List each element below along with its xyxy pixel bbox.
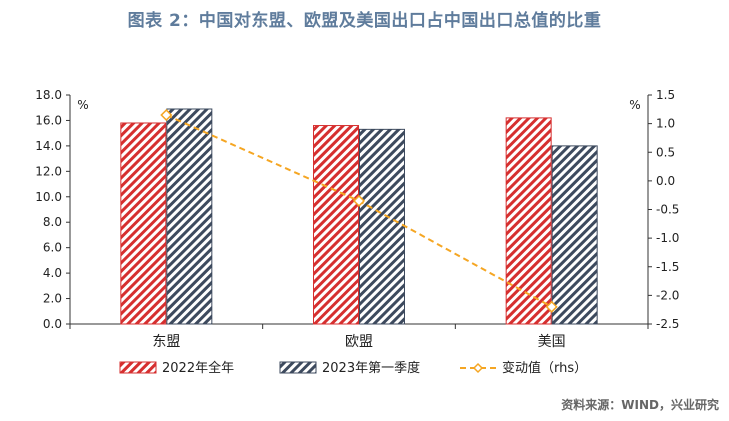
bar-series2: [359, 128, 405, 325]
right-tick-label: -2.0: [656, 288, 679, 302]
legend-swatch-series2: [279, 361, 317, 374]
right-axis-unit: %: [629, 98, 640, 112]
right-tick-label: -0.5: [656, 203, 679, 217]
change-point: [352, 194, 366, 207]
legend-swatch-series1: [119, 361, 157, 374]
bar-series1: [313, 125, 359, 325]
category-label: 欧盟: [345, 334, 373, 350]
category-label: 东盟: [152, 334, 180, 350]
left-tick-label: 12.0: [35, 164, 62, 178]
left-tick-label: 10.0: [35, 190, 62, 204]
right-tick-label: 0.0: [656, 174, 675, 188]
bar-series2: [166, 108, 213, 325]
change-point: [160, 108, 173, 122]
left-axis-unit: %: [77, 98, 88, 112]
bar-series1: [120, 122, 167, 325]
right-tick-label: 1.5: [656, 88, 675, 102]
chart-title: 图表 2：中国对东盟、欧盟及美国出口占中国出口总值的比重: [127, 11, 602, 31]
right-tick-label: 0.5: [656, 145, 675, 159]
left-tick-label: 8.0: [43, 215, 62, 229]
right-tick-label: 1.0: [656, 117, 675, 131]
bar-series2: [551, 145, 598, 325]
left-tick-label: 0.0: [43, 317, 62, 331]
right-tick-label: -1.0: [656, 231, 679, 245]
left-tick-label: 6.0: [43, 241, 62, 255]
right-tick-label: -1.5: [656, 260, 679, 274]
change-point: [545, 300, 558, 313]
left-tick-label: 2.0: [43, 292, 62, 306]
legend-label-series1: 2022年全年: [162, 360, 234, 376]
right-tick-label: -2.5: [656, 317, 679, 331]
legend-label-line: 变动值（rhs）: [502, 360, 587, 376]
left-tick-label: 16.0: [35, 113, 62, 127]
left-tick-label: 18.0: [35, 88, 62, 102]
bar-series1: [505, 117, 552, 325]
left-tick-label: 14.0: [35, 139, 62, 153]
left-tick-label: 4.0: [43, 266, 62, 280]
source-note: 资料来源：WIND，兴业研究: [561, 398, 719, 412]
legend-label-series2: 2023年第一季度: [322, 360, 420, 376]
legend-swatch-marker: [472, 362, 484, 374]
category-label: 美国: [538, 334, 566, 350]
